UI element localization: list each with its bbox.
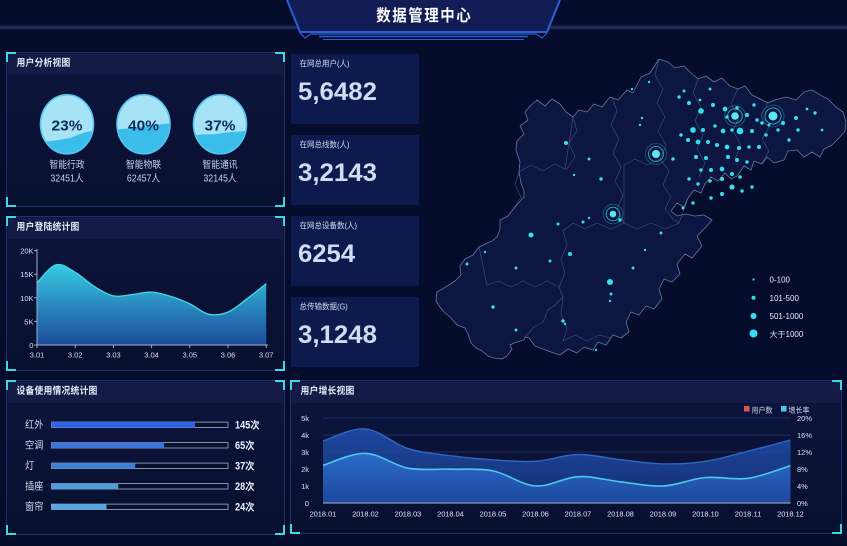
svg-text:65: 65 (235, 440, 245, 452)
svg-text:2018.06: 2018.06 (522, 510, 549, 519)
svg-text:10K: 10K (20, 294, 33, 303)
svg-text:2k: 2k (301, 465, 309, 474)
svg-text:15K: 15K (20, 270, 33, 279)
svg-text:3.02: 3.02 (68, 351, 83, 360)
svg-text:32451: 32451 (50, 174, 75, 185)
svg-text:3.05: 3.05 (183, 351, 198, 360)
svg-text:145: 145 (235, 420, 250, 432)
svg-text:(: ( (337, 140, 340, 150)
svg-text:5k: 5k (301, 414, 309, 423)
svg-text:2018.02: 2018.02 (352, 510, 379, 519)
svg-text:4%: 4% (797, 482, 808, 491)
svg-text:2018.01: 2018.01 (310, 510, 337, 519)
svg-text:2018.10: 2018.10 (692, 510, 719, 519)
svg-text:6254: 6254 (298, 240, 355, 268)
svg-text:3,1248: 3,1248 (298, 321, 377, 349)
svg-text:3.07: 3.07 (259, 351, 274, 360)
svg-text:1k: 1k (301, 482, 309, 491)
svg-text:): ) (355, 221, 358, 231)
svg-text:(G): (G) (337, 302, 348, 312)
svg-text:1000: 1000 (786, 330, 804, 339)
svg-text:0: 0 (305, 499, 309, 508)
svg-text:20%: 20% (797, 414, 812, 423)
svg-text:101-500: 101-500 (770, 294, 800, 303)
svg-text:0: 0 (29, 341, 33, 350)
svg-text:12%: 12% (797, 448, 812, 457)
svg-text:2018.04: 2018.04 (437, 510, 464, 519)
svg-text:0%: 0% (797, 499, 808, 508)
svg-text:24: 24 (235, 502, 245, 514)
svg-text:501-1000: 501-1000 (770, 312, 804, 321)
svg-text:3.01: 3.01 (30, 351, 45, 360)
svg-text:20K: 20K (20, 247, 33, 256)
svg-text:2018.03: 2018.03 (395, 510, 422, 519)
svg-text:28: 28 (235, 481, 245, 493)
svg-text:37%: 37% (205, 118, 236, 135)
svg-text:23%: 23% (52, 118, 83, 135)
svg-text:0-100: 0-100 (770, 276, 791, 285)
svg-text:8%: 8% (797, 465, 808, 474)
svg-text:2018.12: 2018.12 (777, 510, 804, 519)
svg-text:2018.07: 2018.07 (565, 510, 592, 519)
svg-text:2018.08: 2018.08 (607, 510, 634, 519)
svg-text:32145: 32145 (203, 174, 228, 185)
svg-text:3,2143: 3,2143 (298, 159, 377, 187)
svg-text:62457: 62457 (127, 174, 152, 185)
svg-text:5K: 5K (24, 317, 33, 326)
svg-text:3k: 3k (301, 448, 309, 457)
svg-text:40%: 40% (128, 118, 159, 135)
svg-text:37: 37 (235, 461, 245, 473)
svg-text:2018.11: 2018.11 (735, 510, 762, 519)
svg-text:4k: 4k (301, 431, 309, 440)
svg-text:3.03: 3.03 (106, 351, 121, 360)
svg-text:): ) (347, 59, 350, 69)
svg-text:3.04: 3.04 (144, 351, 159, 360)
svg-text:): ) (347, 140, 350, 150)
svg-text:(: ( (337, 59, 340, 69)
svg-text:3.06: 3.06 (221, 351, 236, 360)
svg-text:2018.05: 2018.05 (480, 510, 507, 519)
svg-text:2018.09: 2018.09 (650, 510, 677, 519)
svg-text:(: ( (345, 221, 348, 231)
svg-text:16%: 16% (797, 431, 812, 440)
svg-text:5,6482: 5,6482 (298, 78, 377, 106)
